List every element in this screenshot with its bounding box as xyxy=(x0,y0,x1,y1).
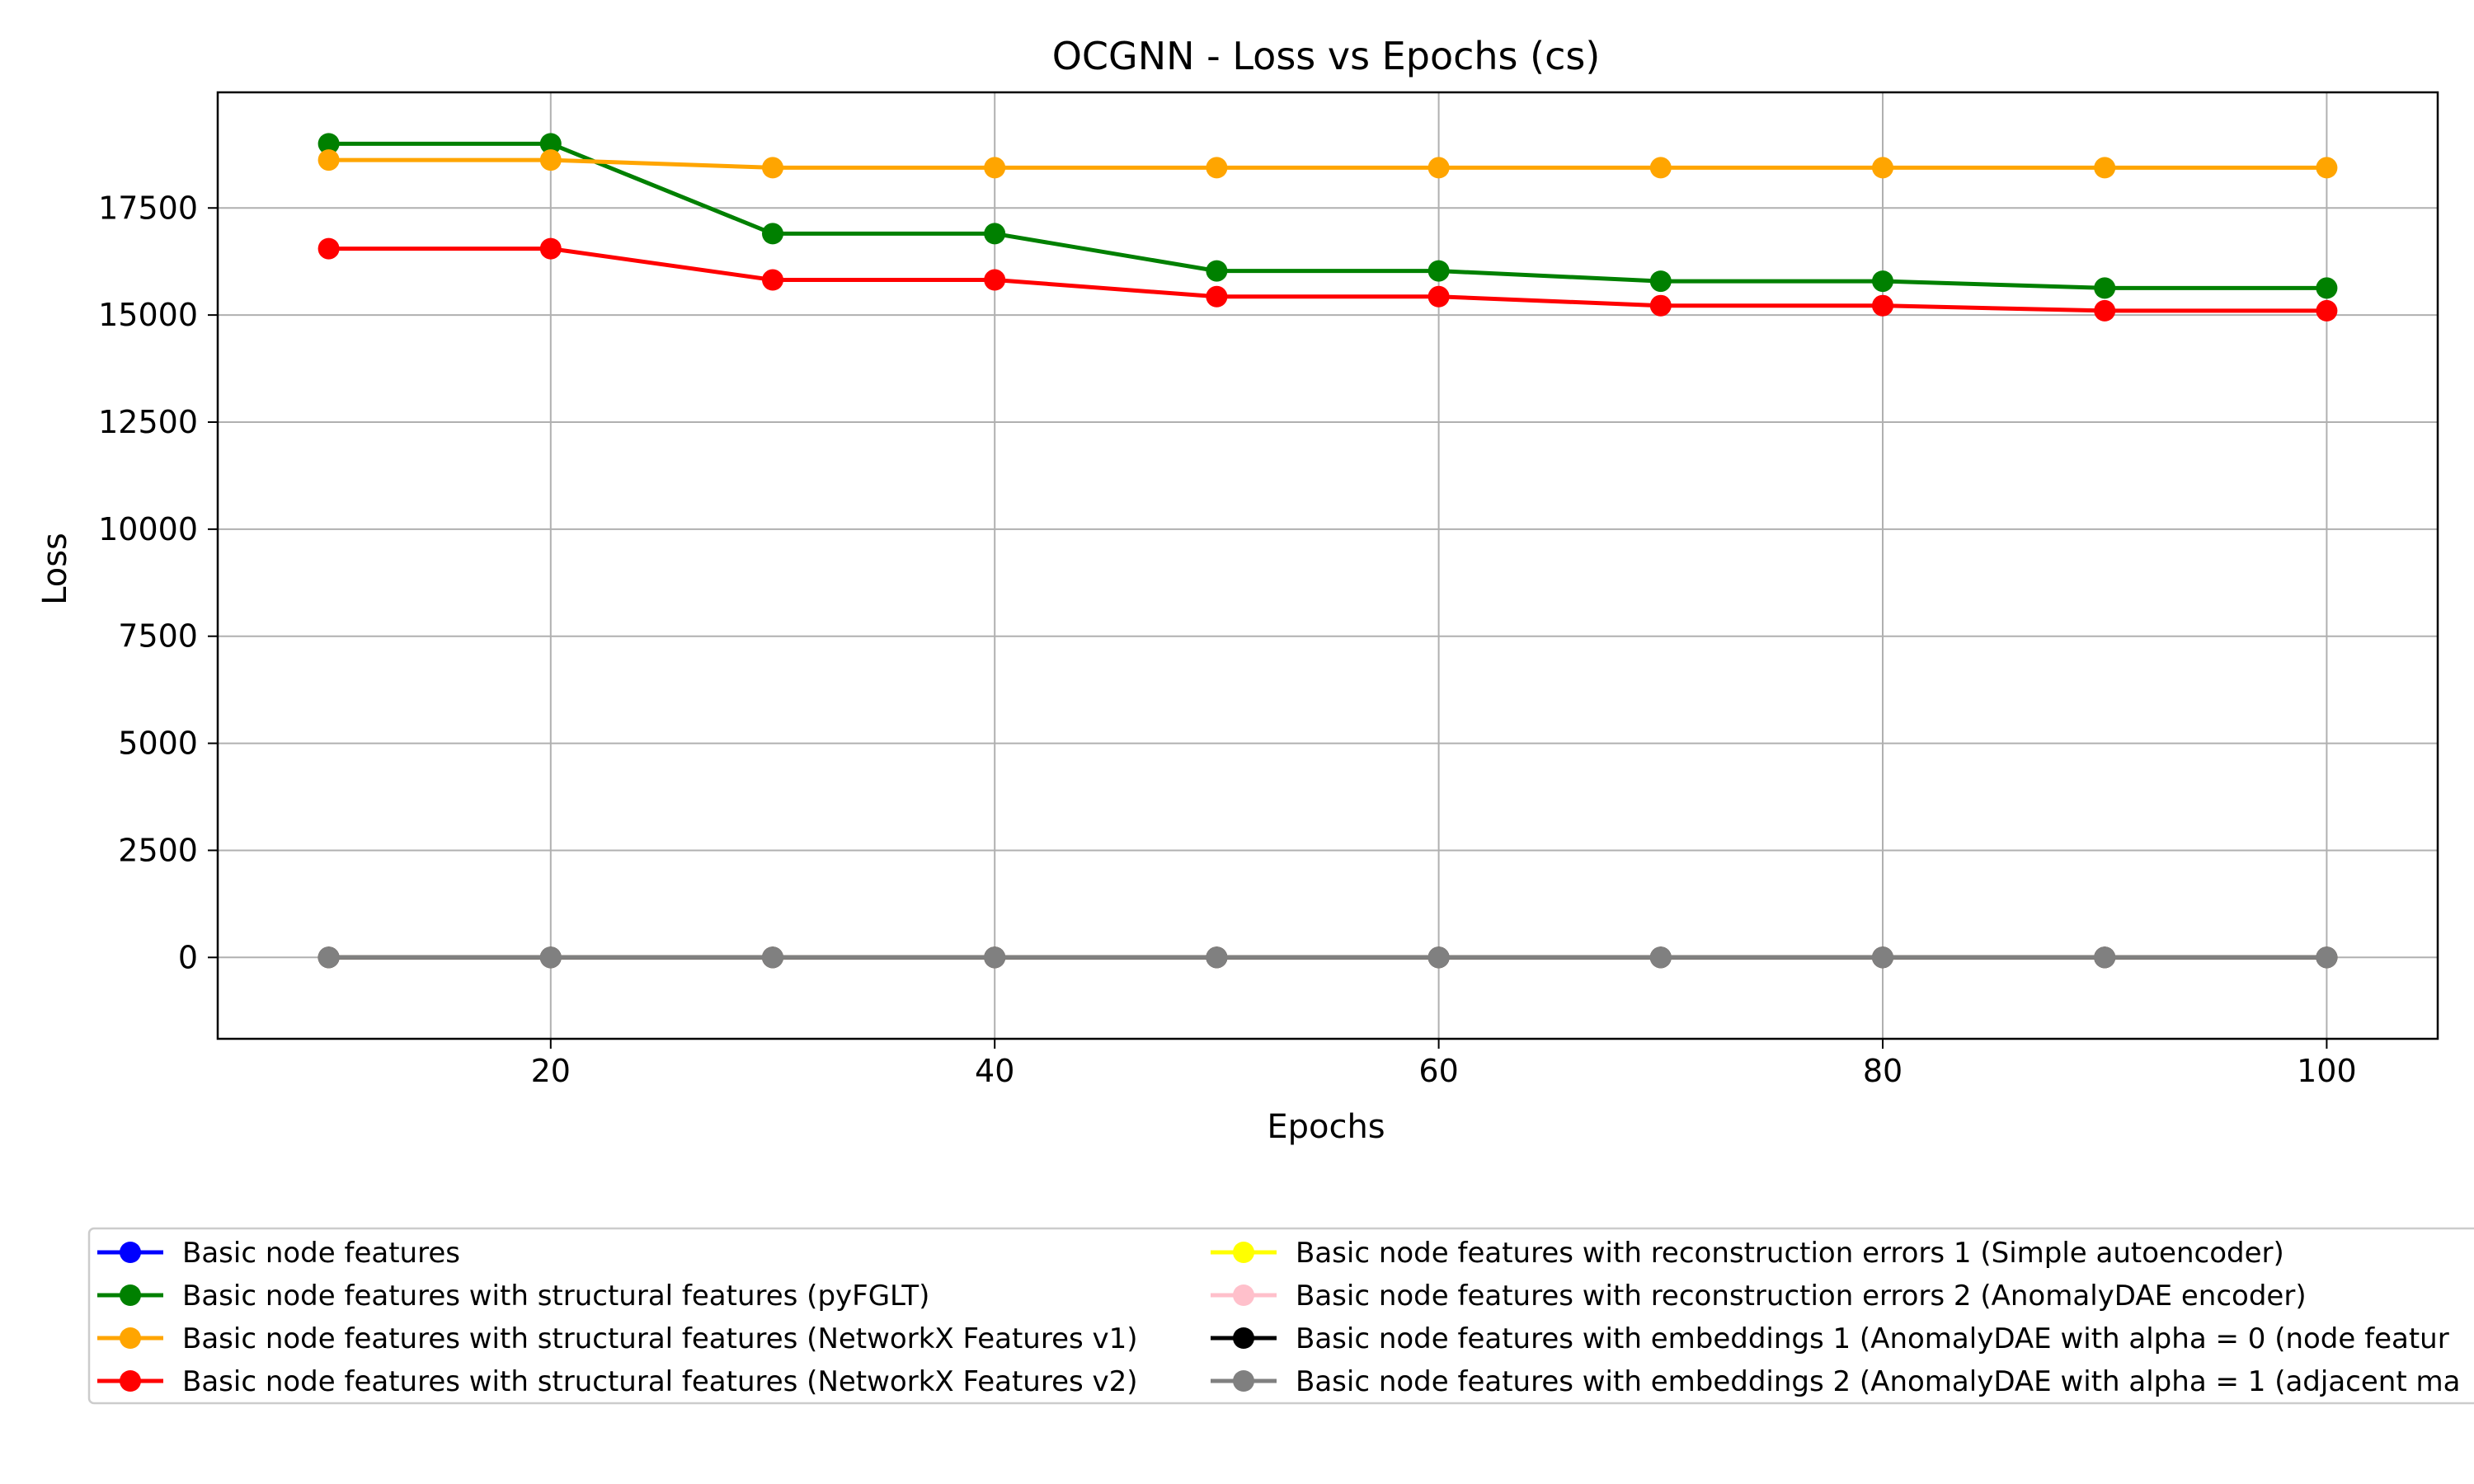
data-point xyxy=(1649,270,1672,293)
data-point xyxy=(762,157,783,179)
legend-swatch-marker xyxy=(120,1242,141,1263)
legend-entry-label: Basic node features with embeddings 2 (A… xyxy=(1296,1365,2460,1398)
legend-swatch-marker xyxy=(1233,1370,1254,1392)
legend-entry-label: Basic node features with structural feat… xyxy=(182,1365,1138,1398)
data-point xyxy=(1427,157,1450,179)
data-point xyxy=(539,133,562,155)
grid-lines xyxy=(218,92,2438,1039)
y-tick-label: 0 xyxy=(178,939,198,975)
legend-swatch-marker xyxy=(1233,1242,1254,1263)
data-point xyxy=(762,946,783,969)
data-point xyxy=(2316,299,2338,322)
legend-entry-label: Basic node features with embeddings 1 (A… xyxy=(1296,1322,2449,1355)
series-layer xyxy=(317,133,2338,969)
y-axis-label: Loss xyxy=(36,533,74,605)
data-point xyxy=(984,157,1006,179)
data-point xyxy=(762,269,783,291)
legend-entry-label: Basic node features with structural feat… xyxy=(182,1280,929,1313)
data-point xyxy=(984,946,1006,969)
plot-frame xyxy=(216,91,2439,1040)
legend-swatch-marker xyxy=(120,1327,141,1349)
y-tick-label: 5000 xyxy=(118,726,198,762)
data-point xyxy=(2094,277,2116,299)
data-point xyxy=(1649,157,1672,179)
data-point xyxy=(1206,285,1228,308)
data-point xyxy=(317,133,340,155)
data-point xyxy=(2094,946,2116,969)
data-point xyxy=(2316,946,2338,969)
legend: Basic node features Basic node features w… xyxy=(87,1227,2474,1405)
data-point xyxy=(2094,299,2116,322)
series-group xyxy=(317,237,2338,322)
data-point xyxy=(1206,157,1228,179)
data-point xyxy=(2094,157,2116,179)
series-line xyxy=(328,247,2327,313)
series-line xyxy=(328,141,2327,290)
legend-swatch-marker xyxy=(1233,1327,1254,1349)
legend-swatch-marker xyxy=(120,1284,141,1306)
data-point xyxy=(1427,946,1450,969)
data-point xyxy=(984,269,1006,291)
data-point xyxy=(1872,157,1893,179)
data-point xyxy=(1206,260,1228,282)
data-point xyxy=(539,946,562,969)
legend-entry-label: Basic node features xyxy=(182,1237,460,1270)
x-tick-label: 40 xyxy=(975,1053,1014,1089)
y-tick-label: 10000 xyxy=(98,511,198,547)
x-axis-label: Epochs xyxy=(1267,1108,1385,1146)
data-point xyxy=(539,237,562,260)
series-group xyxy=(317,133,2338,299)
series-group xyxy=(317,946,2338,969)
y-tick-label: 17500 xyxy=(98,190,198,226)
data-point xyxy=(1649,294,1672,317)
series-line xyxy=(328,157,2327,170)
legend-swatch-marker xyxy=(1233,1284,1254,1306)
x-tick-label: 20 xyxy=(531,1053,571,1089)
series-group xyxy=(317,149,2338,179)
legend-entry-label: Basic node features with reconstruction … xyxy=(1296,1280,2307,1313)
axis-ticks: 20 40 60 80 100 0 2500 5000 7500 10000 12500 15000 1… xyxy=(98,190,2357,1089)
data-point xyxy=(1427,260,1450,282)
data-point xyxy=(2316,277,2338,299)
data-point xyxy=(1206,946,1228,969)
data-point xyxy=(1872,294,1893,317)
legend-swatch-marker xyxy=(120,1370,141,1392)
data-point xyxy=(984,223,1006,245)
legend-entry-label: Basic node features with reconstruction … xyxy=(1296,1237,2284,1270)
data-point xyxy=(2316,157,2338,179)
y-tick-label: 12500 xyxy=(98,404,198,440)
data-point xyxy=(1872,270,1893,293)
x-tick-label: 80 xyxy=(1863,1053,1903,1089)
legend-entry-label: Basic node features with structural feat… xyxy=(182,1322,1138,1355)
legend-frame xyxy=(87,1227,2474,1405)
x-tick-label: 100 xyxy=(2297,1053,2357,1089)
data-point xyxy=(1427,285,1450,308)
data-point xyxy=(317,149,340,171)
chart-title: OCGNN - Loss vs Epochs (cs) xyxy=(1052,34,1601,78)
data-point xyxy=(762,223,783,245)
y-tick-label: 15000 xyxy=(98,297,198,333)
x-tick-label: 60 xyxy=(1418,1053,1458,1089)
data-point xyxy=(317,237,340,260)
data-point xyxy=(539,149,562,171)
data-point xyxy=(1872,946,1893,969)
data-point xyxy=(317,946,340,969)
data-point xyxy=(1649,946,1672,969)
y-tick-label: 7500 xyxy=(118,618,198,655)
y-tick-label: 2500 xyxy=(118,832,198,868)
